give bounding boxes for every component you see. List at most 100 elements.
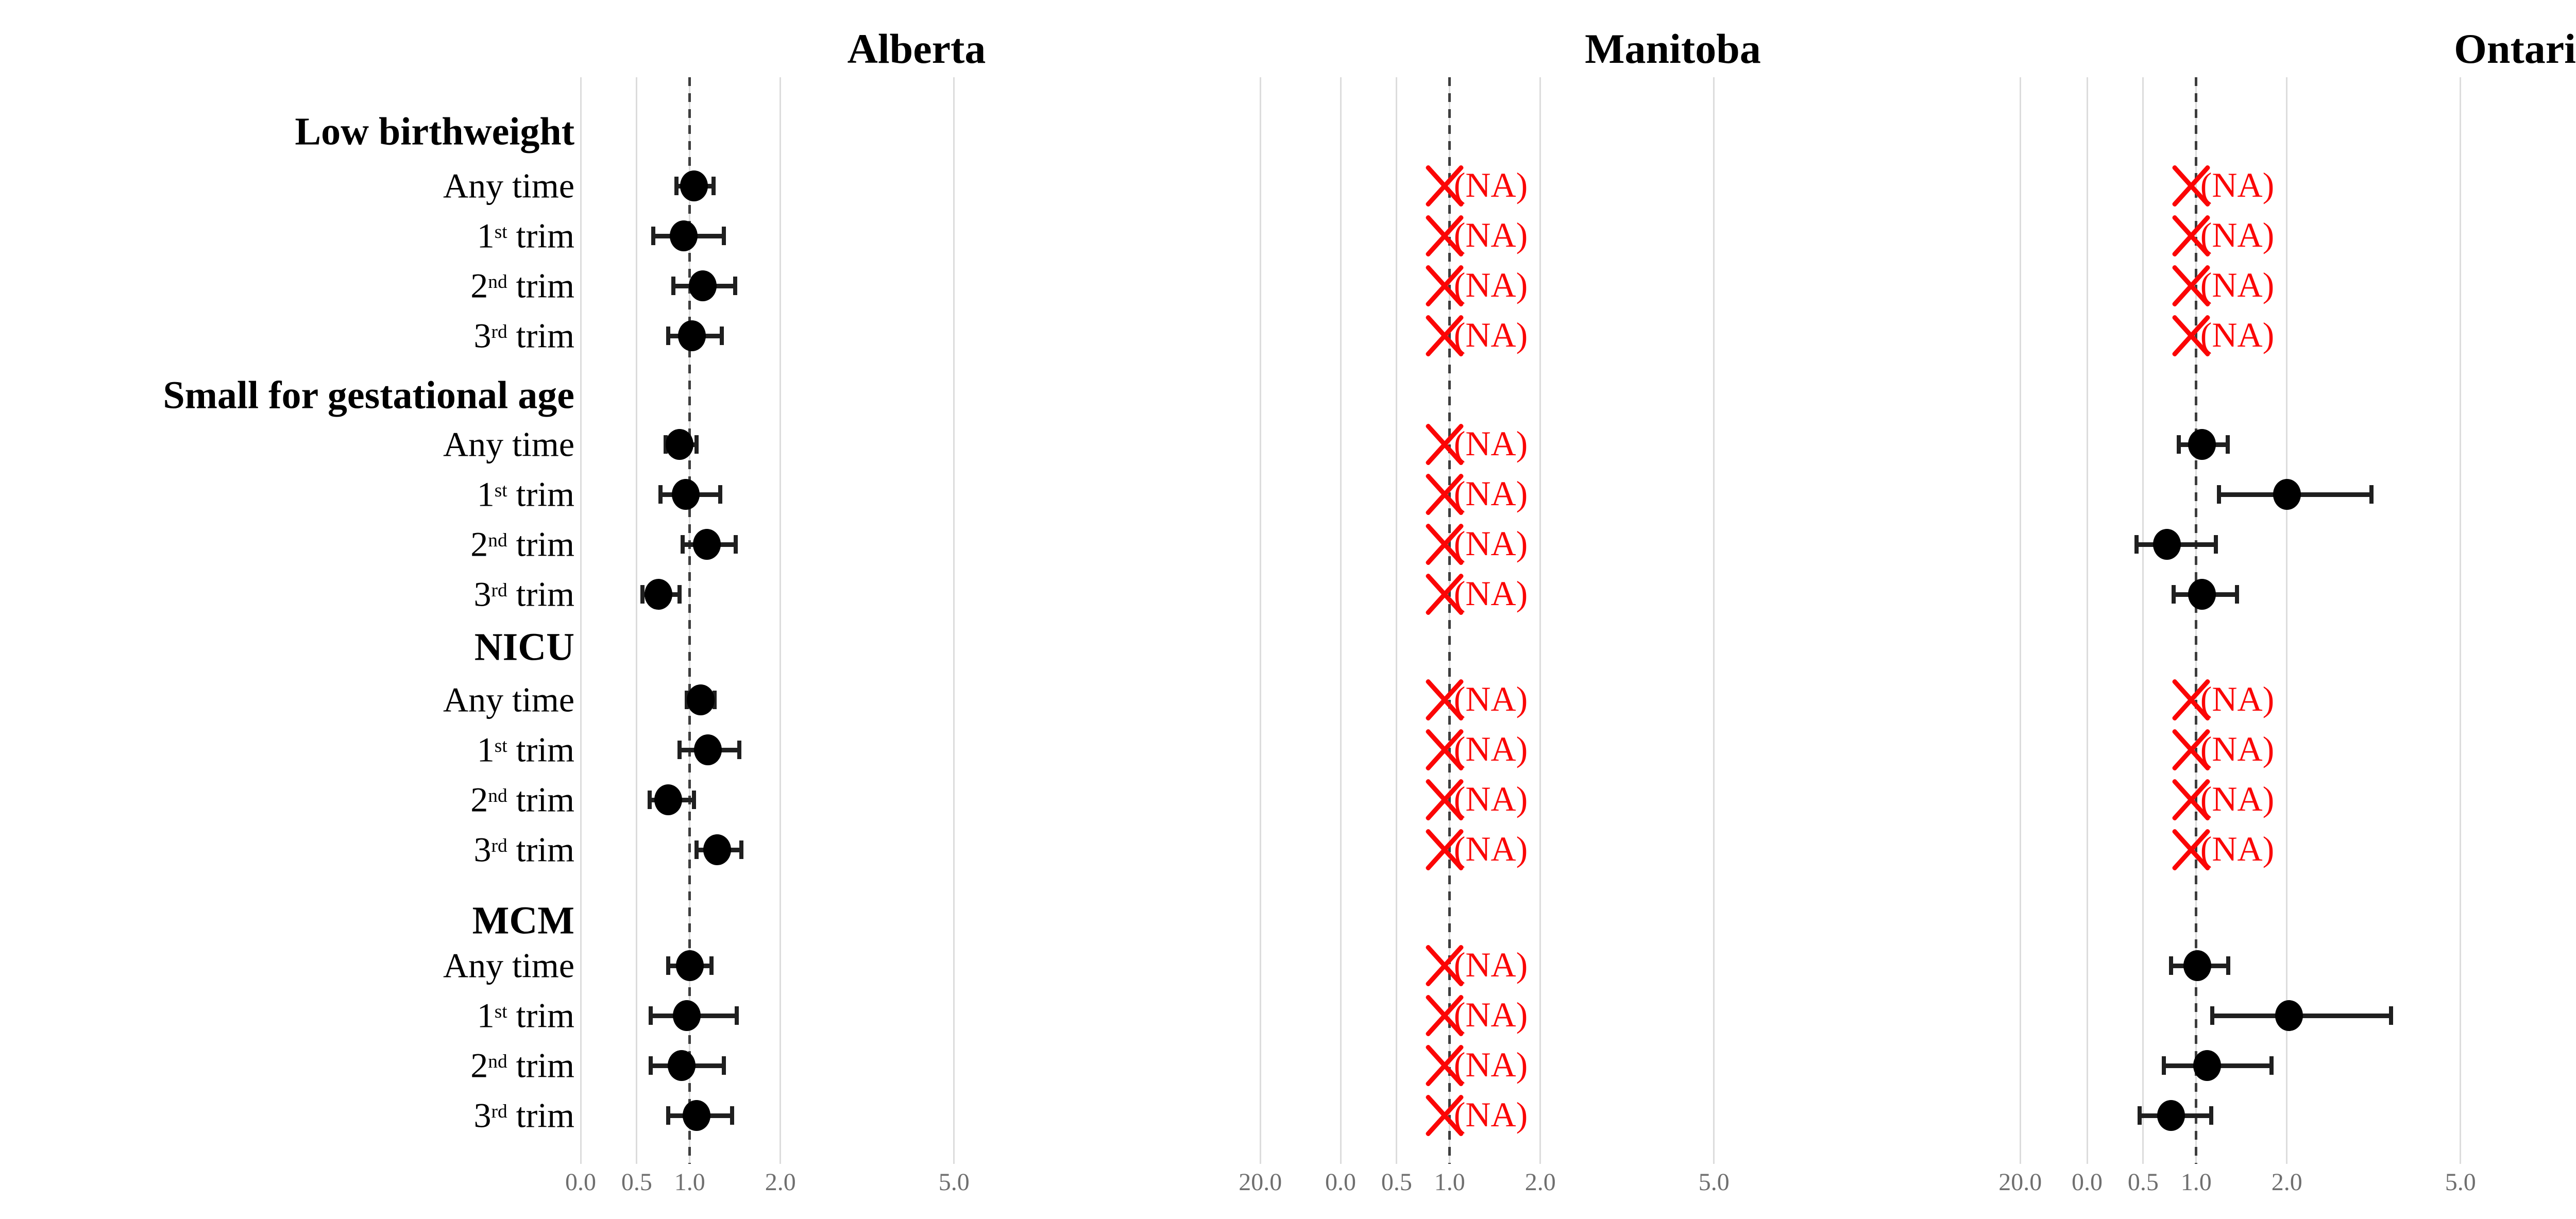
row-label-rest: trim [507, 995, 574, 1035]
ci-cap-left [2171, 585, 2176, 604]
row-label: 3rd trim [0, 1095, 574, 1136]
point-estimate-marker [680, 170, 708, 201]
point-estimate-marker [2188, 579, 2216, 610]
point-estimate-marker [671, 479, 700, 510]
point-estimate-marker [645, 579, 673, 610]
axis-tick-label: 5.0 [1698, 1169, 1730, 1196]
reference-line [2195, 77, 2198, 1164]
point-estimate-marker [2273, 479, 2301, 510]
ci-cap-left [648, 791, 652, 809]
row-label: 2nd trim [0, 780, 574, 820]
ci-cap-left [666, 1106, 670, 1125]
row-label: 2nd trim [0, 1045, 574, 1086]
group-header: Small for gestational age [163, 373, 574, 417]
row-label-rest: trim [507, 574, 574, 614]
row-label-rest: trim [507, 780, 574, 819]
row-label: 3rd trim [0, 574, 574, 615]
axis-tick-label: 0.5 [621, 1169, 652, 1196]
row-label: 2nd trim [0, 524, 574, 565]
row-label-base: 1 [477, 474, 495, 514]
na-label: (NA) [1453, 315, 1528, 354]
row-label-superscript: st [494, 735, 507, 757]
row-label-superscript: st [494, 1001, 507, 1022]
group-header: MCM [472, 899, 574, 942]
na-label: (NA) [1453, 523, 1528, 563]
na-label: (NA) [2200, 729, 2275, 768]
row-label-base: 3 [473, 316, 492, 355]
na-label: (NA) [1453, 573, 1528, 613]
gridline [2086, 77, 2088, 1164]
axis-tick-label: 2.0 [765, 1169, 796, 1196]
row-label-base: 3 [473, 830, 492, 869]
point-estimate-marker [2183, 950, 2211, 981]
point-estimate-marker [688, 270, 717, 301]
row-label-superscript: nd [488, 271, 507, 293]
point-estimate-marker [2193, 1050, 2222, 1081]
panel-title-alberta: Alberta [847, 25, 986, 72]
row-label: 1st trim [0, 995, 574, 1036]
gridline [1396, 77, 1398, 1164]
ci-cap-left [677, 741, 682, 759]
row-label: Any time [0, 424, 574, 465]
ci-cap-right [711, 177, 716, 195]
row-label-rest: trim [507, 524, 574, 564]
na-label: (NA) [1453, 994, 1528, 1034]
ci-cap-left [680, 535, 685, 554]
ci-cap-left [694, 840, 699, 859]
row-label: 1st trim [0, 474, 574, 515]
ci-cap-left [649, 1006, 653, 1025]
axis-tick-label: 0.5 [2127, 1169, 2159, 1196]
ci-cap-left [671, 277, 675, 295]
ci-cap-right [734, 535, 738, 554]
row-label-superscript: rd [491, 835, 507, 856]
ci-cap-right [2214, 535, 2218, 554]
gridline [636, 77, 638, 1164]
row-label-rest: trim [507, 1095, 574, 1135]
row-label: Any time [0, 680, 574, 720]
row-label-base: 1 [477, 730, 495, 769]
ci-cap-right [733, 277, 737, 295]
point-estimate-marker [669, 220, 698, 251]
point-estimate-marker [2188, 429, 2216, 460]
point-estimate-marker [665, 429, 693, 460]
axis-tick-label: 0.0 [1325, 1169, 1356, 1196]
row-label-superscript: nd [488, 785, 507, 806]
row-label: 1st trim [0, 730, 574, 770]
row-label-rest: trim [507, 216, 574, 255]
gridline [2019, 77, 2021, 1164]
row-label-superscript: rd [491, 321, 507, 342]
na-label: (NA) [1453, 1094, 1528, 1134]
ci-cap-right [722, 1056, 726, 1075]
na-label: (NA) [1453, 265, 1528, 304]
ci-cap-right [691, 791, 696, 809]
row-label-base: 2 [470, 1045, 488, 1085]
na-label: (NA) [1453, 1044, 1528, 1084]
row-label: 1st trim [0, 216, 574, 256]
point-estimate-marker [654, 784, 682, 815]
point-estimate-marker [687, 684, 715, 715]
na-label: (NA) [1453, 829, 1528, 868]
gridline [953, 77, 955, 1164]
row-label-base: 1 [477, 995, 495, 1035]
row-label-base: Any time [443, 946, 574, 985]
row-label: Any time [0, 946, 574, 986]
group-header: Low birthweight [295, 110, 574, 153]
row-label-rest: trim [507, 730, 574, 769]
na-label: (NA) [2200, 315, 2275, 354]
row-label-rest: trim [507, 830, 574, 869]
point-estimate-marker [2157, 1100, 2185, 1131]
na-label: (NA) [1453, 779, 1528, 818]
ci-cap-left [651, 227, 655, 245]
ci-cap-left [2210, 1006, 2214, 1025]
na-label: (NA) [1453, 679, 1528, 718]
point-estimate-marker [2275, 1000, 2303, 1031]
row-label-superscript: nd [488, 529, 507, 551]
ci-cap-left [649, 1056, 653, 1075]
gridline [1539, 77, 1541, 1164]
axis-tick-label: 5.0 [2445, 1169, 2476, 1196]
row-label-rest: trim [507, 1045, 574, 1085]
na-label: (NA) [1453, 729, 1528, 768]
row-label-base: 3 [473, 1095, 492, 1135]
row-label-base: 2 [470, 524, 488, 564]
